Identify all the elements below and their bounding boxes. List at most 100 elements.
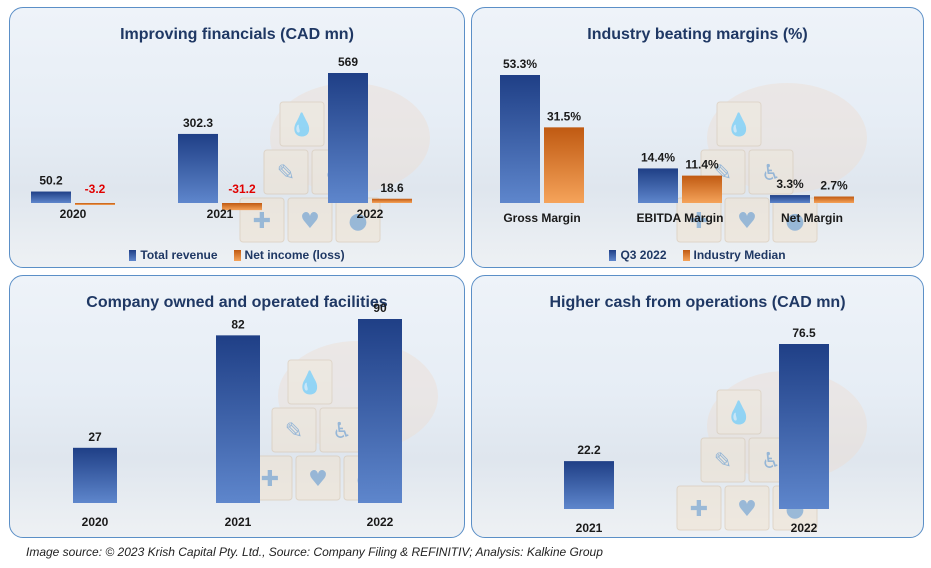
background-photo: ✚♥●✎♿💧 [247,341,438,501]
bar-series2 [814,196,854,203]
data-label: 76.5 [792,326,816,340]
chart-title: Company owned and operated facilities [86,294,388,311]
category-label: EBITDA Margin [637,211,724,225]
wood-block: ✎ [700,437,746,483]
legend-item-industry-median: Industry Median [682,248,786,262]
bar-series1 [31,191,71,203]
bar-series1 [178,133,218,203]
wood-block: 💧 [716,389,762,435]
wood-block: ● [772,197,818,243]
category-label: 2022 [357,207,384,221]
data-label: 569 [338,55,358,69]
wood-block: ♿ [748,149,794,195]
legend-swatch-blue [609,249,617,261]
category-label: Gross Margin [503,211,580,225]
wood-block: ♥ [724,485,770,531]
bar-series1 [328,73,368,203]
wood-block: ● [335,197,381,243]
chart-panel-financials: Improving financials (CAD mn) ✚♥●✎♿💧50.2… [9,7,465,268]
bar-series1 [500,75,540,203]
data-label: 11.4% [685,158,719,172]
wheelchair-icon: ♿ [332,419,352,444]
chart-panel-cash-ops: Higher cash from operations (CAD mn) ✚ ♥ ●… [471,275,924,538]
bar-series1 [216,335,260,503]
category-label: 2021 [576,521,603,535]
legend-label: Industry Median [693,248,786,262]
chart-legend: Q3 2022 Industry Median [472,248,923,262]
chart-svg-margins: ✚ ♥ ●✎ ♿💧53.3%31.5%Gross Margin14.4%11.4%EB… [500,57,867,243]
data-label: 3.3% [776,177,804,191]
data-label: 82 [231,317,245,331]
legend-item-q3-2022: Q3 2022 [609,248,667,262]
bar-series1 [73,447,117,503]
data-label: -3.2 [85,182,106,196]
legend-swatch-blue [129,249,137,261]
heart-monitor-icon: ♥ [737,209,757,234]
category-label: 2021 [225,515,252,529]
data-label: 50.2 [39,174,63,188]
drop-icon: 💧 [725,400,752,426]
chart-title: Higher cash from operations (CAD mn) [549,294,846,311]
wood-block: ♿ [319,407,365,453]
bar-series1 [770,195,810,203]
data-label: 14.4% [641,150,675,164]
data-label: 90 [373,301,387,315]
heart-monitor-icon: ♥ [737,497,757,522]
drop-icon: 💧 [296,370,323,396]
medical-cross-icon: ✚ [253,209,271,234]
bar-series2 [682,175,722,203]
medical-cross-icon: ✚ [690,209,708,234]
category-label: 2022 [791,521,818,535]
data-label: 18.6 [380,181,404,195]
bar-series1 [564,461,614,509]
pills-icon: ● [348,209,367,234]
wood-block: 💧 [287,359,333,405]
wood-block: 💧 [716,101,762,147]
wood-block: ✚ [676,485,722,531]
chart-panel-margins: Industry beating margins (%) ✚ ♥ ● ✎ ♿ 💧 53.3%… [471,7,924,268]
category-label: 2022 [367,515,394,529]
chart-legend: Total revenue Net income (loss) [10,248,464,262]
category-label: 2021 [207,207,234,221]
bar-series2 [544,127,584,203]
data-label: -31.2 [228,182,256,196]
legend-label: Net income (loss) [244,248,345,262]
bar-series2 [372,198,412,203]
data-label: 31.5% [547,109,581,123]
data-label: 27 [88,430,102,444]
syringe-icon: ✎ [285,419,303,444]
wood-block: ♥ [295,455,341,501]
wheelchair-icon: ♿ [761,449,781,474]
pills-icon: ● [785,209,804,234]
background-photo: ✚♥●✎♿💧 [676,371,867,531]
legend-label: Q3 2022 [620,248,667,262]
legend-swatch-orange [682,249,690,261]
data-label: 22.2 [577,443,601,457]
bar-series1 [358,319,402,503]
wood-block: ♥ [287,197,333,243]
category-label: Net Margin [781,211,843,225]
bar-series1 [638,168,678,203]
drop-icon: 💧 [725,112,752,138]
chart-title: Industry beating margins (%) [587,26,808,43]
drop-icon: 💧 [288,112,315,138]
heart-monitor-icon: ♥ [308,467,328,492]
chart-svg-financials: ✚♥●✎♿💧50.2-3.22020302.3-31.2202156918.62… [31,55,430,243]
wood-block: ✎ [271,407,317,453]
wood-block: ✎ [263,149,309,195]
background-photo: ✚♥●✎♿💧 [676,83,867,243]
legend-label: Total revenue [140,248,218,262]
data-label: 53.3% [503,57,537,71]
data-label: 2.7% [820,179,848,193]
data-label: 302.3 [183,116,213,130]
legend-item-net-income: Net income (loss) [233,248,345,262]
image-source-footer: Image source: © 2023 Krish Capital Pty. … [26,545,603,559]
category-label: 2020 [82,515,109,529]
wood-block: ♥ [724,197,770,243]
heart-monitor-icon: ♥ [300,209,320,234]
chart-panel-facilities: Company owned and operated facilities ✚ ♥… [9,275,465,538]
syringe-icon: ✎ [277,161,295,186]
wood-block: 💧 [279,101,325,147]
